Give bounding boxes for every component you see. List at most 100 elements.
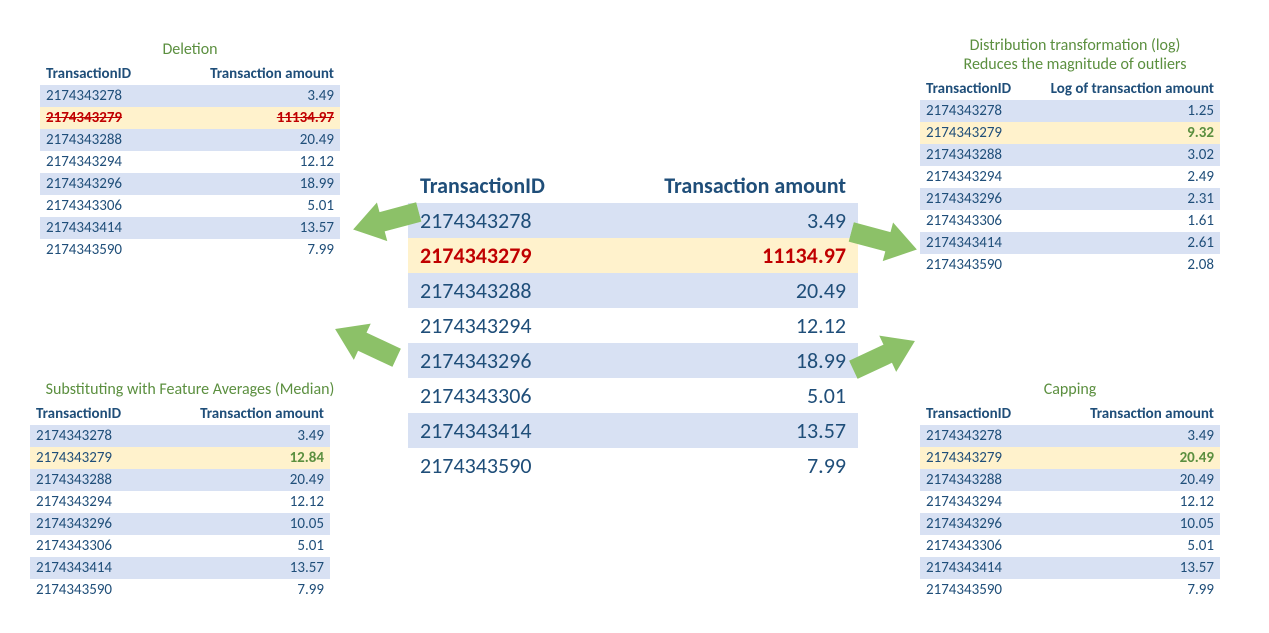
cell-id: 2174343590: [920, 579, 1045, 601]
cell-amount: 11134.97: [165, 107, 340, 129]
deletion-table: TransactionID Transaction amount 2174343…: [40, 63, 340, 261]
logtrans-title-line1: Distribution transformation (log): [970, 36, 1181, 55]
col-id-header: TransactionID: [30, 403, 155, 425]
cell-id: 2174343278: [920, 100, 1027, 122]
table-row: 217434329412.12: [408, 308, 858, 343]
table-row: 217434329618.99: [408, 343, 858, 378]
cell-id: 2174343590: [408, 448, 597, 483]
center-table-body: 21743432783.49217434327911134.9721743432…: [408, 203, 858, 483]
col-id-header: TransactionID: [920, 78, 1027, 100]
cell-amount: 13.57: [1045, 557, 1220, 579]
cell-amount: 2.31: [1027, 188, 1220, 210]
table-row: 217434329610.05: [30, 513, 330, 535]
cell-amount: 5.01: [1045, 535, 1220, 557]
cell-amount: 3.49: [1045, 425, 1220, 447]
table-row: 217434329412.12: [920, 491, 1220, 513]
table-row: 21743432783.49: [30, 425, 330, 447]
cell-id: 2174343288: [30, 469, 155, 491]
cell-amount: 3.02: [1027, 144, 1220, 166]
cell-id: 2174343288: [408, 273, 597, 308]
table-row: 217434341413.57: [920, 557, 1220, 579]
cell-id: 2174343279: [408, 238, 597, 273]
arrow-bottom-left-icon: [323, 306, 408, 381]
center-table: TransactionID Transaction amount 2174343…: [408, 168, 858, 483]
table-row: 21743435902.08: [920, 254, 1220, 276]
table-row: 217434327920.49: [920, 447, 1220, 469]
table-row: 217434327911134.97: [408, 238, 858, 273]
cell-amount: 20.49: [1045, 447, 1220, 469]
cell-amount: 3.49: [155, 425, 330, 447]
cell-id: 2174343279: [920, 447, 1045, 469]
cell-id: 2174343590: [30, 579, 155, 601]
col-id-header: TransactionID: [40, 63, 165, 85]
table-row: 217434328820.49: [30, 469, 330, 491]
cell-id: 2174343296: [40, 173, 165, 195]
table-row: 21743432783.49: [408, 203, 858, 238]
table-row: 21743432783.49: [920, 425, 1220, 447]
cell-id: 2174343414: [40, 217, 165, 239]
substitution-table-body: 21743432783.49217434327912.8421743432882…: [30, 425, 330, 601]
cell-id: 2174343294: [920, 491, 1045, 513]
cell-id: 2174343278: [30, 425, 155, 447]
table-row: 217434328820.49: [40, 129, 340, 151]
cell-amount: 2.08: [1027, 254, 1220, 276]
table-row: 217434329610.05: [920, 513, 1220, 535]
cell-id: 2174343279: [40, 107, 165, 129]
table-row: 21743432942.49: [920, 166, 1220, 188]
cell-id: 2174343278: [920, 425, 1045, 447]
col-id-header: TransactionID: [920, 403, 1045, 425]
cell-amount: 7.99: [165, 239, 340, 261]
cell-id: 2174343306: [30, 535, 155, 557]
cell-id: 2174343306: [40, 195, 165, 217]
cell-amount: 13.57: [597, 413, 858, 448]
table-row: 21743435907.99: [40, 239, 340, 261]
cell-amount: 13.57: [155, 557, 330, 579]
table-row: 217434329412.12: [40, 151, 340, 173]
cell-amount: 1.61: [1027, 210, 1220, 232]
table-row: 217434327911134.97: [40, 107, 340, 129]
cell-amount: 20.49: [165, 129, 340, 151]
cell-id: 2174343296: [920, 513, 1045, 535]
table-row: 21743435907.99: [408, 448, 858, 483]
table-row: 21743435907.99: [920, 579, 1220, 601]
deletion-panel: Deletion TransactionID Transaction amoun…: [40, 40, 340, 261]
cell-amount: 7.99: [597, 448, 858, 483]
table-row: 21743432962.31: [920, 188, 1220, 210]
table-row: 217434341413.57: [408, 413, 858, 448]
cell-amount: 7.99: [1045, 579, 1220, 601]
table-row: 21743433065.01: [30, 535, 330, 557]
logtrans-table: TransactionID Log of transaction amount …: [920, 78, 1220, 276]
table-row: 217434328820.49: [408, 273, 858, 308]
cell-amount: 12.84: [155, 447, 330, 469]
cell-amount: 18.99: [165, 173, 340, 195]
capping-table: TransactionID Transaction amount 2174343…: [920, 403, 1220, 601]
substitution-panel: Substituting with Feature Averages (Medi…: [30, 380, 350, 601]
table-header-row: TransactionID Transaction amount: [920, 403, 1220, 425]
table-row: 21743432781.25: [920, 100, 1220, 122]
col-amount-header: Transaction amount: [597, 168, 858, 203]
logtrans-panel: Distribution transformation (log) Reduce…: [920, 36, 1230, 276]
cell-amount: 12.12: [1045, 491, 1220, 513]
cell-amount: 18.99: [597, 343, 858, 378]
cell-amount: 12.12: [155, 491, 330, 513]
logtrans-title: Distribution transformation (log) Reduce…: [920, 36, 1230, 74]
cell-id: 2174343306: [408, 378, 597, 413]
table-row: 217434341413.57: [30, 557, 330, 579]
table-row: 21743432883.02: [920, 144, 1220, 166]
cell-id: 2174343288: [920, 469, 1045, 491]
cell-id: 2174343306: [920, 535, 1045, 557]
cell-id: 2174343414: [408, 413, 597, 448]
cell-amount: 20.49: [1045, 469, 1220, 491]
cell-id: 2174343296: [408, 343, 597, 378]
table-row: 21743433065.01: [40, 195, 340, 217]
table-row: 21743433061.61: [920, 210, 1220, 232]
cell-id: 2174343414: [920, 232, 1027, 254]
col-amount-header: Log of transaction amount: [1027, 78, 1220, 100]
cell-id: 2174343414: [30, 557, 155, 579]
cell-amount: 12.12: [597, 308, 858, 343]
cell-id: 2174343278: [40, 85, 165, 107]
cell-id: 2174343288: [920, 144, 1027, 166]
deletion-title: Deletion: [40, 40, 340, 59]
table-header-row: TransactionID Log of transaction amount: [920, 78, 1220, 100]
cell-id: 2174343590: [40, 239, 165, 261]
